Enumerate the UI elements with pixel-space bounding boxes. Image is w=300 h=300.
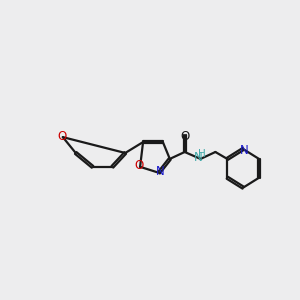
Text: O: O [57,130,66,142]
Text: O: O [134,159,144,172]
Text: N: N [194,152,203,164]
Text: H: H [198,149,206,159]
Text: N: N [240,143,248,157]
Text: O: O [180,130,189,142]
Text: N: N [155,165,164,178]
